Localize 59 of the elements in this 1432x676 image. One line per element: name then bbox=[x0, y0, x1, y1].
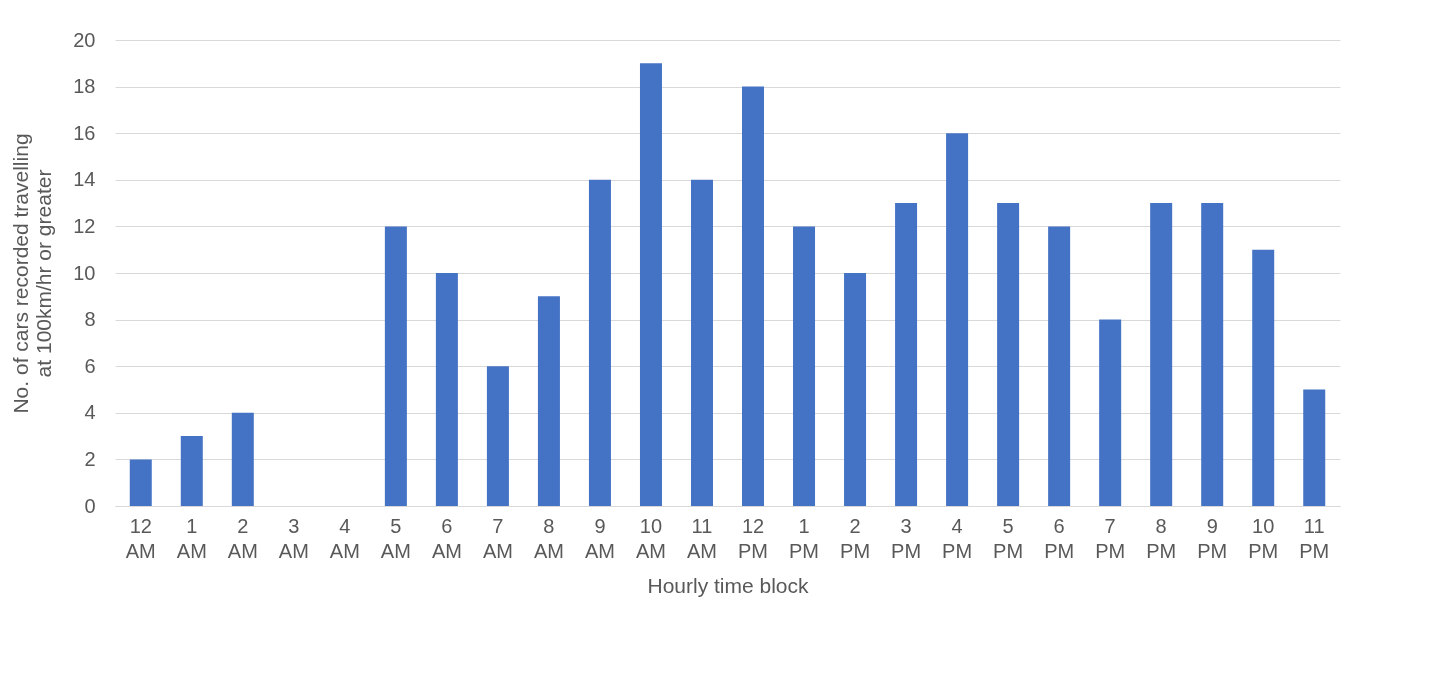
y-tick-label: 12 bbox=[73, 214, 96, 237]
bar bbox=[1048, 226, 1071, 506]
x-tick-label: 10 AM bbox=[635, 514, 666, 562]
y-axis-title: No. of cars recorded travelling at 100km/hr or greater bbox=[9, 133, 56, 414]
x-tick-label: 8 AM bbox=[533, 514, 564, 562]
bar bbox=[793, 226, 816, 506]
x-tick-label: 9 AM bbox=[584, 514, 615, 562]
bar bbox=[946, 133, 969, 506]
x-tick-label: 4 AM bbox=[329, 514, 360, 562]
x-tick-label: 10 PM bbox=[1248, 514, 1279, 562]
x-tick-label: 6 AM bbox=[431, 514, 462, 562]
x-tick-label: 12 PM bbox=[738, 514, 769, 562]
x-tick-label: 11 AM bbox=[686, 514, 717, 562]
x-tick-label: 6 PM bbox=[1044, 514, 1075, 562]
x-tick-label: 3 AM bbox=[278, 514, 309, 562]
x-tick-label: 2 PM bbox=[840, 514, 871, 562]
bar bbox=[180, 436, 203, 506]
bar bbox=[486, 366, 509, 506]
x-tick-label: 1 AM bbox=[176, 514, 207, 562]
bar bbox=[690, 179, 713, 506]
y-tick-label: 18 bbox=[73, 75, 96, 98]
x-tick-label: 8 PM bbox=[1146, 514, 1177, 562]
bar bbox=[1303, 389, 1326, 506]
x-tick-label: 1 PM bbox=[789, 514, 820, 562]
bar bbox=[231, 412, 254, 506]
x-tick-label: 5 AM bbox=[380, 514, 411, 562]
x-tick-label: 7 AM bbox=[482, 514, 513, 562]
bar bbox=[384, 226, 407, 506]
y-tick-label: 4 bbox=[84, 401, 96, 424]
y-tick-label: 2 bbox=[84, 447, 96, 470]
bar bbox=[895, 203, 918, 506]
y-tick-label: 6 bbox=[84, 354, 96, 377]
y-tick-label: 8 bbox=[84, 308, 96, 331]
bar bbox=[537, 296, 560, 506]
bar bbox=[639, 63, 662, 506]
x-tick-label: 11 PM bbox=[1299, 514, 1330, 562]
y-tick-label: 10 bbox=[73, 261, 96, 284]
bar bbox=[742, 86, 765, 506]
bar bbox=[588, 179, 611, 506]
bar bbox=[435, 273, 458, 506]
x-tick-label: 2 AM bbox=[227, 514, 258, 562]
bar bbox=[997, 203, 1020, 506]
y-tick-label: 0 bbox=[84, 494, 96, 517]
x-tick-label: 5 PM bbox=[993, 514, 1024, 562]
x-axis-title: Hourly time block bbox=[647, 573, 810, 597]
x-tick-label: 7 PM bbox=[1095, 514, 1126, 562]
y-tick-label: 20 bbox=[73, 28, 96, 51]
bar bbox=[1150, 203, 1173, 506]
x-tick-label: 4 PM bbox=[942, 514, 973, 562]
bar bbox=[1099, 319, 1122, 506]
bar bbox=[1252, 249, 1275, 506]
y-tick-label: 16 bbox=[73, 121, 96, 144]
bar bbox=[1201, 203, 1224, 506]
x-tick-label: 9 PM bbox=[1197, 514, 1228, 562]
x-tick-label: 3 PM bbox=[891, 514, 922, 562]
y-tick-label: 14 bbox=[73, 168, 96, 191]
bar bbox=[129, 459, 152, 506]
bar bbox=[844, 273, 867, 506]
x-tick-label: 12 AM bbox=[125, 514, 156, 562]
